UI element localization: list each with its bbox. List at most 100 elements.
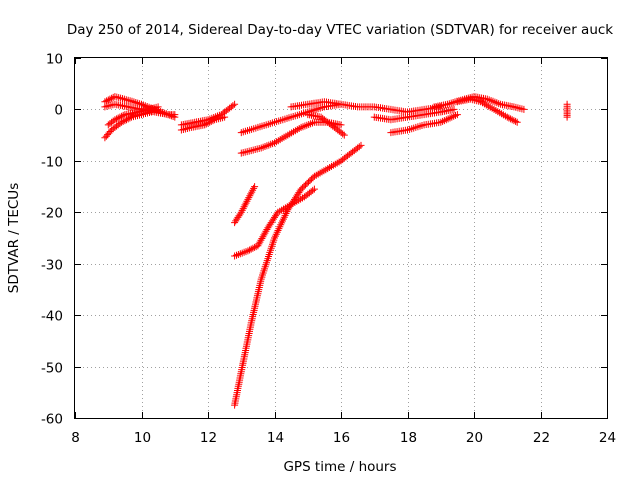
x-axis-label: GPS time / hours <box>283 459 396 475</box>
chart-title: Day 250 of 2014, Sidereal Day-to-day VTE… <box>67 22 613 38</box>
data-points <box>101 93 571 409</box>
data-point <box>249 244 257 252</box>
data-point <box>446 114 454 122</box>
data-point <box>244 247 252 255</box>
data-point <box>118 112 126 120</box>
data-point <box>209 117 217 125</box>
y-tick-label: -40 <box>41 309 63 325</box>
data-point <box>119 117 127 125</box>
data-point <box>244 195 252 203</box>
x-tick-label: 14 <box>267 430 284 446</box>
y-axis-label: SDTVAR / TECUs <box>6 183 22 293</box>
series-arc-E2 <box>370 105 458 124</box>
data-point <box>273 228 281 236</box>
data-point <box>241 201 249 209</box>
data-point <box>202 120 210 128</box>
x-tick-label: 12 <box>200 430 217 446</box>
data-point <box>339 130 347 138</box>
x-tick-label: 8 <box>71 430 80 446</box>
data-point <box>204 119 212 127</box>
data-point <box>453 111 461 119</box>
plot-frame <box>74 57 608 419</box>
data-point <box>113 115 121 123</box>
series-arc-D2 <box>231 185 318 260</box>
series-arc-E3 <box>387 111 461 137</box>
data-point <box>306 177 314 185</box>
data-point <box>104 96 112 104</box>
data-point <box>106 95 114 103</box>
data-point <box>513 118 521 126</box>
data-point <box>445 100 453 108</box>
series-arc-C1 <box>237 100 345 137</box>
data-point <box>257 236 265 244</box>
data-point <box>251 243 259 251</box>
data-point <box>120 95 128 103</box>
series-arc-G1 <box>563 100 571 121</box>
y-tick-label: 10 <box>46 52 63 68</box>
data-point <box>520 105 528 113</box>
data-point <box>261 229 269 237</box>
data-point <box>247 245 255 253</box>
x-tick-label: 18 <box>400 430 417 446</box>
data-point <box>114 114 122 122</box>
y-tick-label: -30 <box>41 258 63 274</box>
data-point <box>166 111 174 119</box>
data-point <box>498 110 506 118</box>
data-point <box>250 184 258 192</box>
data-point <box>231 100 239 108</box>
data-point <box>305 178 312 186</box>
data-point <box>221 113 229 121</box>
data-point <box>507 115 515 123</box>
data-point <box>108 94 116 102</box>
data-point <box>310 185 318 193</box>
y-tick-label: -60 <box>41 412 63 428</box>
data-point <box>357 141 365 149</box>
data-point <box>171 113 179 121</box>
data-point <box>260 231 268 239</box>
y-tick-label: -10 <box>41 155 63 171</box>
data-point <box>258 235 266 242</box>
data-point <box>505 114 513 122</box>
x-tick-label: 24 <box>599 430 616 446</box>
data-point <box>121 117 129 125</box>
x-tick-label: 20 <box>466 430 483 446</box>
data-point <box>239 205 247 213</box>
data-point <box>245 194 253 202</box>
data-point <box>450 105 458 113</box>
y-tick-label: -50 <box>41 361 63 377</box>
data-point <box>207 117 215 125</box>
data-point <box>124 96 132 104</box>
y-tick-label: -20 <box>41 206 63 222</box>
series-arc-A4 <box>104 103 162 129</box>
data-point <box>447 99 455 107</box>
data-point <box>503 113 511 121</box>
data-point <box>130 98 138 106</box>
data-point <box>246 246 254 254</box>
data-point <box>340 131 348 139</box>
y-tick-label: 0 <box>54 103 63 119</box>
data-point <box>262 227 270 235</box>
data-point <box>279 215 287 223</box>
data-point <box>167 112 175 120</box>
data-point <box>255 240 263 248</box>
data-point <box>119 111 127 119</box>
axis-ticks: 8 10 12 14 16 18 20 22 24 10 0 -10 -20 -30 -40 -50 -60 <box>41 52 616 447</box>
data-point <box>563 113 571 121</box>
x-tick-label: 10 <box>134 430 151 446</box>
data-point <box>126 114 134 122</box>
series-arc-C3 <box>304 111 348 139</box>
data-point <box>247 190 255 198</box>
data-point <box>236 210 244 218</box>
data-point <box>337 121 345 129</box>
data-point <box>508 116 516 124</box>
data-point <box>128 97 136 105</box>
data-point <box>449 99 457 106</box>
data-point <box>512 117 520 125</box>
series-arc-F2 <box>453 95 521 126</box>
data-point <box>169 113 177 120</box>
series-arc-B2 <box>177 113 229 134</box>
data-point <box>442 116 450 124</box>
data-point <box>256 238 264 246</box>
data-point <box>206 118 214 126</box>
